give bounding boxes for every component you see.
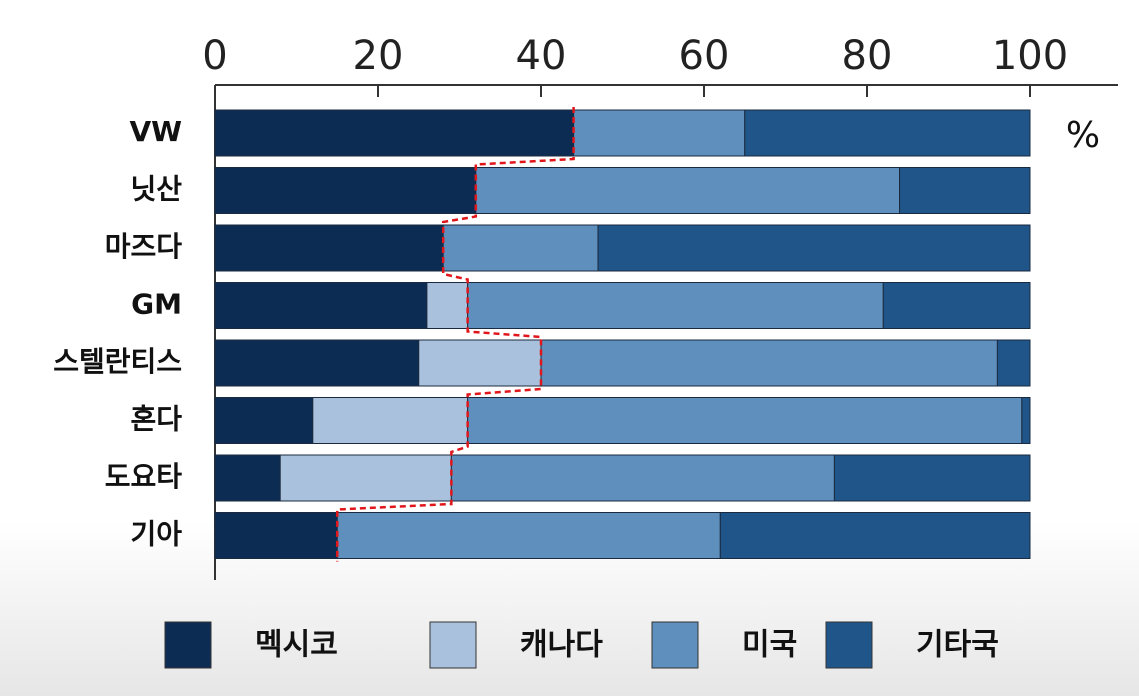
bar-segment <box>418 339 542 387</box>
annotation-line <box>336 107 575 562</box>
x-tick-label: 0 <box>202 33 227 79</box>
bar-segment <box>597 224 1031 272</box>
bar-segment <box>833 454 1031 502</box>
legend-label: 멕시코 <box>255 628 338 663</box>
category-label: 스텔란티스 <box>53 345 182 378</box>
bar-segment <box>279 454 452 502</box>
x-tick-label: 80 <box>842 33 893 79</box>
bar-segment <box>573 109 746 157</box>
bar-segment <box>214 512 338 559</box>
legend-swatch <box>429 621 477 669</box>
legend-label: 캐나다 <box>520 628 603 663</box>
category-label: 기아 <box>130 518 182 551</box>
x-tick-label: 20 <box>353 33 404 79</box>
category-label: 혼다 <box>130 403 182 436</box>
bar-segment <box>214 454 281 502</box>
axis-unit: % <box>1066 115 1100 156</box>
bar-segment <box>744 109 1031 157</box>
legend-swatch <box>825 621 873 669</box>
bar-segment <box>214 397 314 444</box>
x-tick-label: 100 <box>992 33 1068 79</box>
bar-segment <box>312 397 469 444</box>
bar-segment <box>1021 397 1031 444</box>
bar-segment <box>214 109 575 157</box>
category-label: VW <box>129 115 182 148</box>
bar-segment <box>475 167 901 214</box>
bar-segment <box>442 224 599 272</box>
x-tick-label: 60 <box>679 33 730 79</box>
bar-segment <box>214 224 444 272</box>
bar-segment <box>719 512 1031 559</box>
category-label: GM <box>131 288 182 321</box>
category-label: 닛산 <box>130 173 182 206</box>
bar-segment <box>467 282 884 329</box>
x-tick-label: 40 <box>516 33 567 79</box>
bar-segment <box>336 512 721 559</box>
bar-segment <box>214 282 428 329</box>
bar-segment <box>899 167 1031 214</box>
bar-segment <box>996 339 1031 387</box>
bar-segment <box>426 282 469 329</box>
bar-segment <box>214 339 420 387</box>
category-label: 도요타 <box>105 460 183 493</box>
legend-swatch <box>164 621 212 669</box>
bar-segment <box>467 397 1023 444</box>
bar-segment <box>450 454 835 502</box>
legend-swatch <box>651 621 699 669</box>
legend-label: 미국 <box>742 628 797 663</box>
category-label: 마즈다 <box>105 230 183 263</box>
bar-segment <box>540 339 998 387</box>
bar-segment <box>882 282 1031 329</box>
legend-label: 기타국 <box>916 628 999 663</box>
bar-segment <box>214 167 477 214</box>
